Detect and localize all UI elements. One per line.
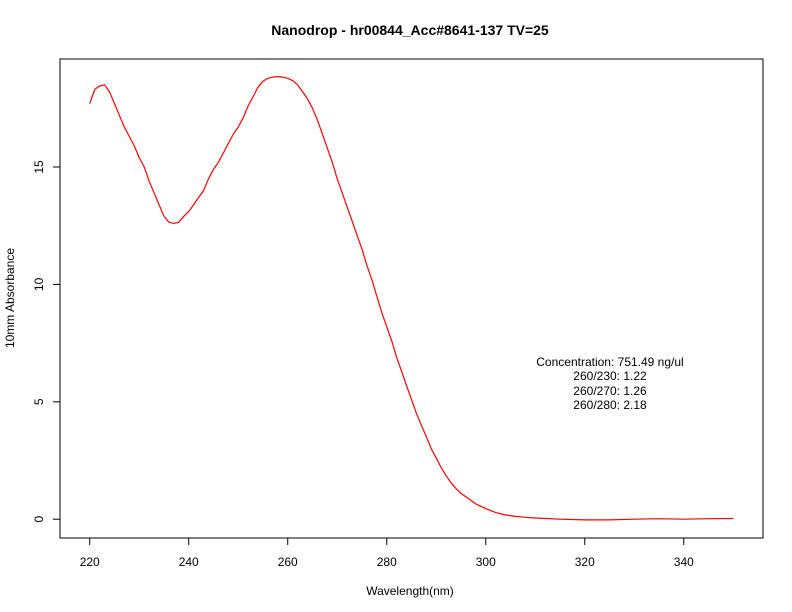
plot-frame (59, 58, 764, 539)
ratio-260-230-text: 260/230: 1.22 (573, 369, 647, 383)
concentration-text: Concentration: 751.49 ng/ul (536, 355, 683, 369)
x-axis: 220 240 260 280 300 320 340 (80, 537, 694, 569)
ratio-260-280-text: 260/280: 2.18 (573, 398, 647, 412)
y-tick-label-10: 10 (32, 277, 46, 291)
x-tick-label-300: 300 (476, 555, 496, 569)
x-tick-label-240: 240 (179, 555, 199, 569)
series-layer (89, 75, 734, 521)
ratio-260-270-text: 260/270: 1.26 (573, 384, 647, 398)
stats-annotation: Concentration: 751.49 ng/ul 260/230: 1.2… (536, 355, 683, 412)
y-tick-label-5: 5 (32, 398, 46, 405)
y-tick-label-15: 15 (32, 160, 46, 174)
y-tick-label-0: 0 (32, 516, 46, 523)
y-axis: 0 5 10 15 (32, 160, 61, 523)
y-axis-label: 10mm Absorbance (3, 248, 17, 348)
x-tick-label-260: 260 (278, 555, 298, 569)
x-tick-label-280: 280 (377, 555, 397, 569)
x-tick-label-220: 220 (80, 555, 100, 569)
series-line-0 (89, 75, 734, 521)
x-axis-label: Wavelength(nm) (366, 584, 454, 598)
chart-title: Nanodrop - hr00844_Acc#8641-137 TV=25 (271, 22, 549, 38)
x-tick-label-320: 320 (575, 555, 595, 569)
x-tick-label-340: 340 (674, 555, 694, 569)
